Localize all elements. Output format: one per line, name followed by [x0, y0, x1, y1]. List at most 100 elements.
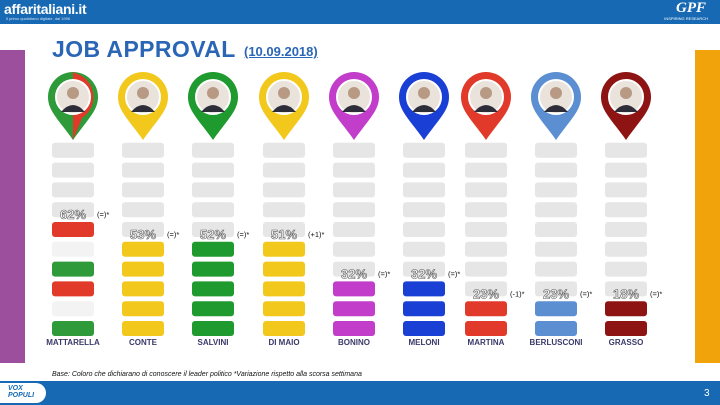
bar-segment	[52, 301, 94, 317]
bar-segment	[605, 261, 647, 277]
avatar-head	[207, 87, 219, 99]
bar-segment	[333, 301, 375, 317]
bar-segment	[535, 202, 577, 218]
avatar-body	[474, 105, 498, 112]
top-bar	[0, 0, 720, 24]
avatar-head	[348, 87, 360, 99]
gpf-logo: GPF	[676, 0, 706, 16]
bar-segment	[605, 301, 647, 317]
category-label: MARTINA	[468, 338, 505, 347]
bar-segment	[52, 162, 94, 178]
bar-segment	[605, 281, 647, 297]
bar-segment	[535, 321, 577, 336]
bar-segment	[122, 162, 164, 178]
change-label: (=)*	[580, 289, 592, 298]
bar-segment	[122, 182, 164, 198]
bar-segment	[263, 222, 305, 237]
bar-segment	[122, 261, 164, 277]
category-label: MATTARELLA	[46, 338, 100, 347]
bar-segment	[192, 281, 234, 297]
bar-segment	[465, 301, 507, 317]
bar-segment	[403, 261, 445, 277]
change-label: (=)*	[167, 230, 179, 239]
bar-segment	[122, 142, 164, 158]
bar-segment	[192, 261, 234, 277]
bar-segment	[52, 241, 94, 257]
avatar-body	[131, 105, 155, 112]
vox-text-line-1: VOX	[8, 385, 23, 392]
bar-segment	[333, 222, 375, 237]
bar-segment	[333, 142, 375, 158]
bar-segment	[122, 202, 164, 218]
bar-segment	[263, 182, 305, 198]
bar-segment	[333, 182, 375, 198]
bar-segment	[52, 281, 94, 297]
avatar-head	[620, 87, 632, 99]
bar-segment	[605, 222, 647, 237]
category-label: MELONI	[408, 338, 439, 347]
bar-segment	[192, 241, 234, 257]
bar-segment	[535, 162, 577, 178]
bar-segment	[403, 281, 445, 297]
bar-segment	[52, 261, 94, 277]
category-label: CONTE	[129, 338, 158, 347]
avatar-body	[544, 105, 568, 112]
bar-segment	[403, 241, 445, 257]
bar-segment	[403, 222, 445, 237]
bar-segment	[403, 321, 445, 336]
bar-segment	[605, 182, 647, 198]
bar-segment	[465, 222, 507, 237]
avatar-body	[201, 105, 225, 112]
chart-date: (10.09.2018)	[244, 44, 318, 59]
bar-segment	[52, 142, 94, 158]
bar-segment	[263, 301, 305, 317]
bar-segment	[535, 182, 577, 198]
bar-segment	[192, 301, 234, 317]
avatar-head	[278, 87, 290, 99]
bar-segment	[403, 162, 445, 178]
bar-segment	[263, 202, 305, 218]
bar-segment	[403, 142, 445, 158]
bar-segment	[403, 182, 445, 198]
bar-segment	[263, 261, 305, 277]
bar-segment	[52, 321, 94, 336]
bar-segment	[605, 142, 647, 158]
avatar-body	[614, 105, 638, 112]
bar-segment	[52, 202, 94, 218]
bar-segment	[333, 281, 375, 297]
bar-segment	[465, 321, 507, 336]
bar-segment	[465, 261, 507, 277]
bar-segment	[535, 222, 577, 237]
bar-segment	[535, 301, 577, 317]
value-label: 32%	[341, 267, 367, 282]
bar-segment	[122, 241, 164, 257]
bar-segment	[333, 321, 375, 336]
category-label: DI MAIO	[268, 338, 299, 347]
bar-segment	[465, 241, 507, 257]
avatar-head	[418, 87, 430, 99]
value-label: 62%	[60, 207, 86, 222]
bar-segment	[122, 321, 164, 336]
bar-segment	[333, 261, 375, 277]
avatar-head	[137, 87, 149, 99]
bar-segment	[465, 162, 507, 178]
gpf-tagline: INSPIRING RESEARCH	[664, 16, 708, 21]
bar-segment	[535, 281, 577, 297]
avatar-body	[412, 105, 436, 112]
bar-segment	[52, 222, 94, 237]
bar-segment	[605, 162, 647, 178]
bar-segment	[122, 281, 164, 297]
vox-populi-text: VOX POPULI	[8, 385, 34, 399]
bar-segment	[192, 162, 234, 178]
avatar-head	[550, 87, 562, 99]
footer-bar	[0, 381, 720, 405]
bar-segment	[605, 241, 647, 257]
value-label: 51%	[271, 227, 297, 242]
category-label: BONINO	[338, 338, 370, 347]
bar-segment	[403, 301, 445, 317]
avatar-head	[480, 87, 492, 99]
bar-segment	[192, 142, 234, 158]
bar-segment	[52, 182, 94, 198]
avatar-body	[272, 105, 296, 112]
